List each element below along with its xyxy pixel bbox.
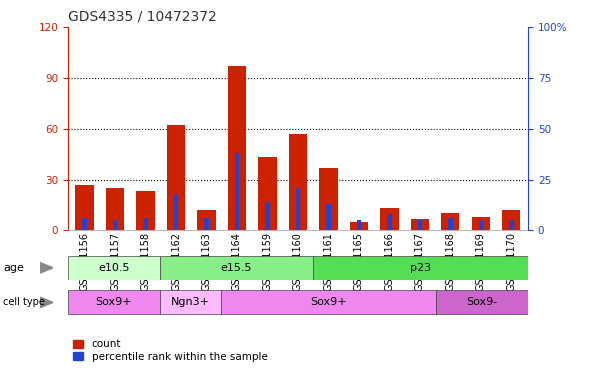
Legend: count, percentile rank within the sample: count, percentile rank within the sample: [73, 339, 268, 362]
Bar: [387, 214, 392, 230]
Bar: [76, 185, 94, 230]
FancyBboxPatch shape: [221, 290, 436, 314]
FancyBboxPatch shape: [436, 290, 528, 314]
Bar: [411, 218, 429, 230]
Bar: [356, 220, 361, 230]
Bar: [289, 134, 307, 230]
Bar: [258, 157, 277, 230]
Bar: [319, 168, 337, 230]
Bar: [326, 204, 331, 230]
Bar: [83, 218, 87, 230]
Bar: [502, 210, 520, 230]
Bar: [471, 217, 490, 230]
Polygon shape: [40, 297, 53, 308]
Bar: [228, 66, 246, 230]
Text: Ngn3+: Ngn3+: [171, 297, 210, 308]
Text: Sox9+: Sox9+: [310, 297, 347, 308]
Text: GDS4335 / 10472372: GDS4335 / 10472372: [68, 10, 217, 23]
Bar: [174, 194, 178, 230]
Bar: [198, 210, 216, 230]
FancyBboxPatch shape: [68, 290, 160, 314]
Bar: [235, 153, 240, 230]
FancyBboxPatch shape: [313, 256, 528, 280]
Bar: [478, 220, 483, 230]
Bar: [143, 218, 148, 230]
FancyBboxPatch shape: [160, 290, 221, 314]
Text: age: age: [3, 263, 24, 273]
Bar: [441, 214, 460, 230]
Bar: [350, 222, 368, 230]
Bar: [167, 125, 185, 230]
Text: Sox9-: Sox9-: [467, 297, 497, 308]
Bar: [448, 218, 453, 230]
Bar: [106, 188, 124, 230]
Bar: [509, 220, 513, 230]
Bar: [380, 209, 398, 230]
Text: p23: p23: [410, 263, 431, 273]
Bar: [418, 220, 422, 230]
Text: cell type: cell type: [3, 297, 45, 308]
Bar: [296, 188, 300, 230]
Bar: [113, 220, 117, 230]
Text: e10.5: e10.5: [98, 263, 130, 273]
FancyBboxPatch shape: [68, 256, 160, 280]
Bar: [136, 191, 155, 230]
Polygon shape: [40, 263, 53, 273]
Text: e15.5: e15.5: [221, 263, 253, 273]
Bar: [265, 202, 270, 230]
Text: Sox9+: Sox9+: [96, 297, 132, 308]
FancyBboxPatch shape: [160, 256, 313, 280]
Bar: [204, 218, 209, 230]
